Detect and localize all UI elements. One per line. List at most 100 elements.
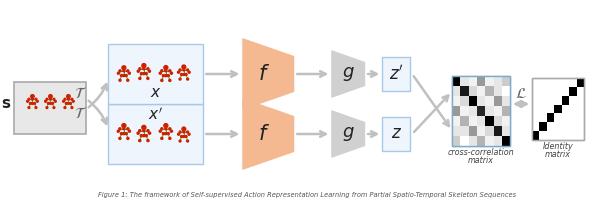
Text: $g$: $g$ — [342, 65, 354, 83]
Circle shape — [45, 100, 47, 102]
Circle shape — [149, 70, 150, 72]
Bar — [477, 76, 485, 86]
Circle shape — [122, 124, 126, 128]
Circle shape — [53, 98, 55, 100]
Circle shape — [165, 70, 167, 72]
Bar — [452, 86, 460, 96]
Circle shape — [185, 74, 187, 76]
Bar — [502, 126, 510, 136]
Circle shape — [139, 68, 141, 70]
Bar — [460, 136, 468, 146]
Bar — [502, 136, 510, 146]
Circle shape — [127, 137, 129, 139]
Bar — [452, 96, 460, 106]
Circle shape — [169, 79, 171, 81]
Text: matrix: matrix — [468, 156, 494, 165]
Bar — [460, 96, 468, 106]
Bar — [485, 126, 494, 136]
Circle shape — [125, 75, 127, 77]
Circle shape — [181, 136, 182, 138]
Bar — [485, 86, 494, 96]
Text: matrix: matrix — [545, 150, 571, 159]
Bar — [494, 86, 502, 96]
Circle shape — [141, 73, 142, 75]
Bar — [109, 104, 203, 164]
Bar — [562, 96, 569, 105]
Bar — [460, 76, 468, 86]
Circle shape — [165, 128, 167, 130]
Circle shape — [171, 72, 173, 74]
Text: $z$: $z$ — [391, 125, 402, 142]
Circle shape — [182, 65, 185, 69]
Text: $x'$: $x'$ — [149, 106, 163, 123]
Circle shape — [183, 131, 185, 133]
Polygon shape — [243, 38, 294, 110]
Circle shape — [47, 102, 49, 104]
Circle shape — [142, 125, 146, 129]
Bar — [502, 116, 510, 126]
Circle shape — [147, 77, 149, 79]
Bar — [532, 131, 540, 140]
Circle shape — [31, 98, 33, 100]
Circle shape — [119, 70, 121, 72]
Circle shape — [146, 73, 147, 75]
Polygon shape — [331, 50, 365, 98]
Text: $\mathcal{T}$: $\mathcal{T}$ — [74, 106, 87, 121]
Circle shape — [123, 133, 125, 135]
Circle shape — [117, 72, 120, 74]
Bar — [502, 76, 510, 86]
Circle shape — [46, 98, 48, 100]
Circle shape — [28, 98, 30, 100]
Circle shape — [64, 107, 66, 108]
Circle shape — [161, 70, 163, 72]
Text: $\mathcal{L}$: $\mathcal{L}$ — [515, 85, 527, 101]
Bar — [468, 106, 477, 116]
Circle shape — [187, 78, 188, 80]
Circle shape — [123, 128, 125, 130]
Circle shape — [159, 130, 161, 132]
Circle shape — [35, 98, 37, 100]
Bar — [15, 82, 87, 134]
Bar — [485, 136, 494, 146]
Circle shape — [139, 140, 141, 142]
Text: $f$: $f$ — [258, 124, 270, 144]
Circle shape — [137, 132, 139, 134]
Circle shape — [120, 133, 123, 135]
Bar — [477, 86, 485, 96]
Bar — [460, 106, 468, 116]
Circle shape — [181, 74, 182, 76]
Polygon shape — [243, 98, 294, 170]
Bar — [452, 106, 460, 116]
Circle shape — [179, 69, 181, 71]
Circle shape — [128, 72, 130, 74]
Text: $f$: $f$ — [258, 64, 270, 84]
Circle shape — [164, 66, 168, 70]
Circle shape — [123, 75, 125, 77]
Circle shape — [143, 130, 145, 132]
Circle shape — [119, 128, 121, 130]
Circle shape — [161, 137, 163, 139]
Circle shape — [117, 130, 119, 132]
Circle shape — [177, 71, 179, 73]
Bar — [460, 86, 468, 96]
Circle shape — [177, 133, 179, 135]
Circle shape — [127, 128, 129, 130]
Circle shape — [161, 79, 163, 81]
Circle shape — [49, 95, 52, 98]
Circle shape — [183, 74, 185, 76]
Circle shape — [119, 79, 121, 81]
Bar — [452, 76, 510, 146]
Circle shape — [163, 75, 165, 77]
Bar — [494, 126, 502, 136]
Circle shape — [179, 131, 181, 133]
Circle shape — [161, 128, 163, 130]
Text: $z'$: $z'$ — [389, 64, 403, 83]
Bar — [532, 78, 584, 140]
Circle shape — [72, 100, 74, 102]
Bar — [452, 116, 460, 126]
Bar — [569, 87, 577, 96]
Circle shape — [128, 130, 131, 132]
Circle shape — [143, 68, 145, 70]
Circle shape — [165, 75, 167, 77]
Circle shape — [159, 72, 161, 74]
